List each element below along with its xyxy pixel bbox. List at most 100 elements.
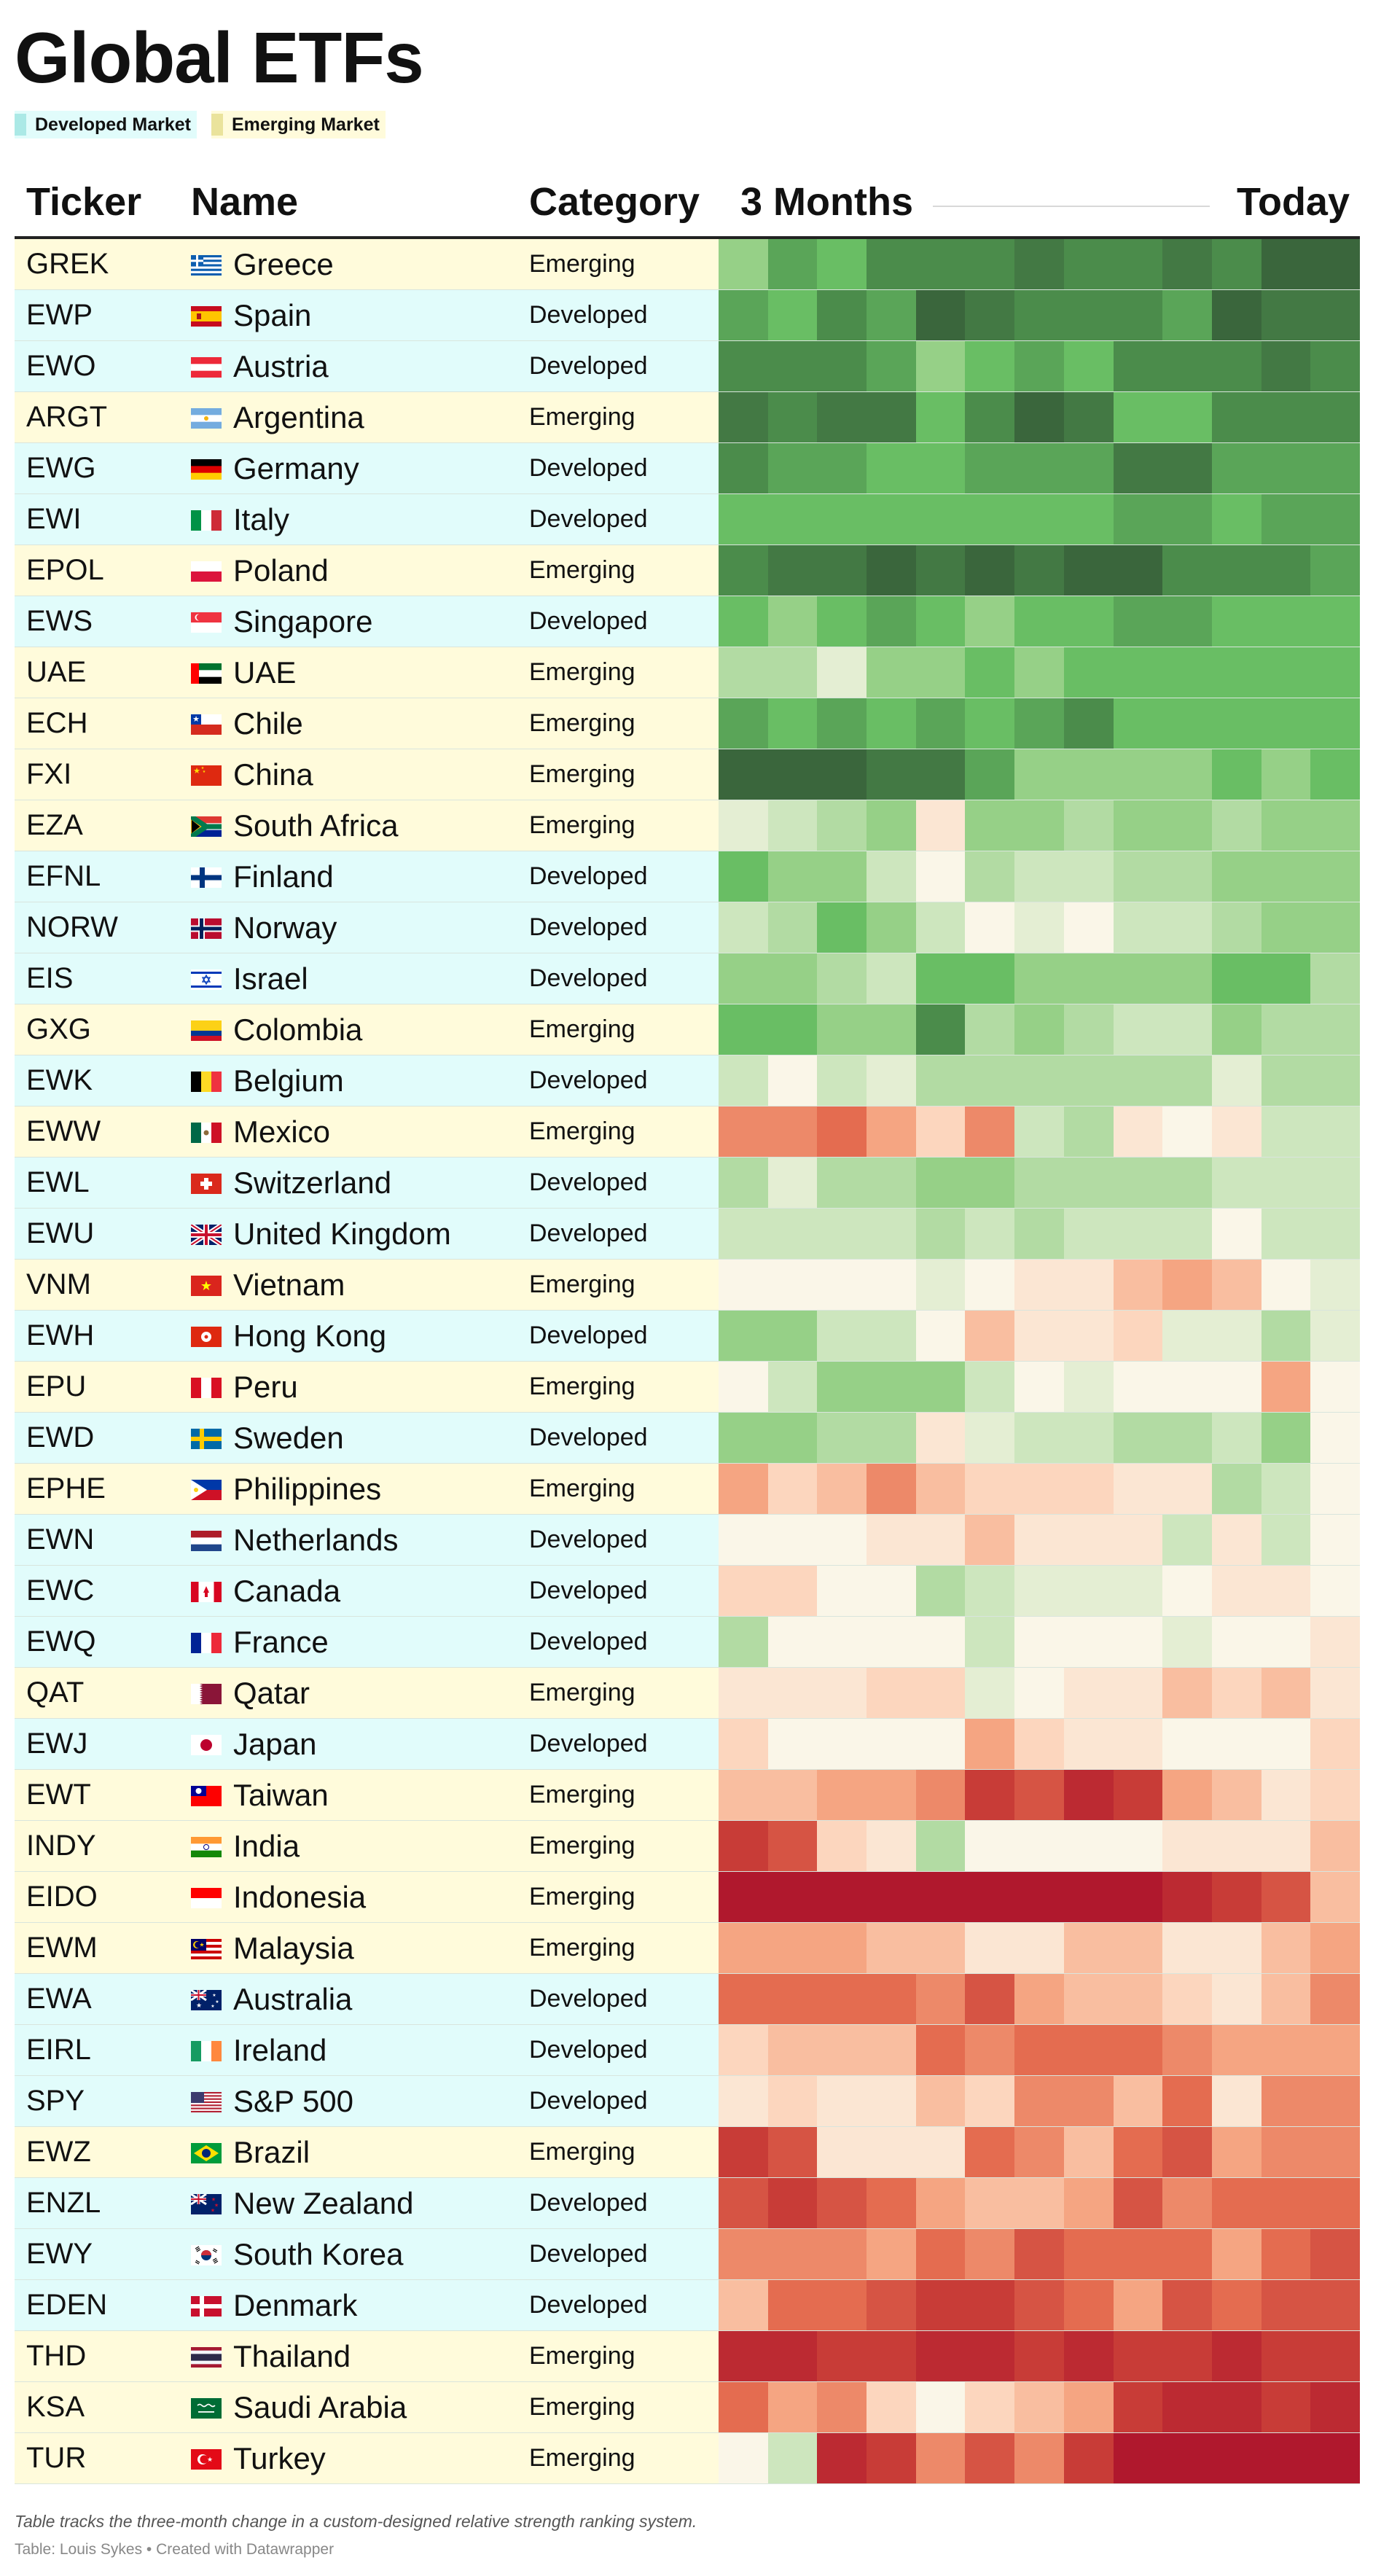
heatmap-cell [719,1311,768,1361]
heatmap-cell [1310,290,1360,340]
heatmap-cell [1063,2025,1114,2075]
name-cell: Australia [233,1982,353,2016]
heatmap-cell [1261,2127,1311,2177]
header-trend-end: Today [1236,180,1350,224]
heatmap-cell [965,1515,1015,1565]
table-row: EWA ★ ★ ★ ★ Australia Developed [15,1974,1360,2025]
heatmap-cell [767,1209,818,1259]
heatmap-strip [719,1515,1360,1565]
heatmap-cell [1113,1260,1163,1310]
ie-flag-icon [191,2041,222,2061]
heatmap-cell [1310,1515,1360,1565]
header-name[interactable]: Name [191,180,299,224]
heatmap-cell [915,1413,966,1463]
heatmap-cell [1113,1668,1163,1718]
heatmap-cell [867,2280,916,2330]
heatmap-cell [867,2433,916,2483]
heatmap-cell [1162,647,1212,698]
heatmap-cell [1014,2229,1064,2279]
name-cell: Vietnam [233,1268,345,1302]
heatmap-cell [1310,494,1360,545]
ticker-cell: EZA [26,809,83,841]
heatmap-cell [1014,1413,1064,1463]
name-cell: Mexico [233,1115,331,1149]
heatmap-cell [767,851,818,902]
heatmap-cell [965,2229,1015,2279]
category-cell: Developed [529,2240,648,2268]
heatmap-cell [817,1106,867,1157]
heatmap-cell [767,1617,818,1667]
heatmap-cell [1063,1362,1114,1412]
table-body: GREK Greece Emerging EWP Spain Developed EWO Au… [15,239,1360,2484]
name-cell: Italy [233,502,290,536]
heatmap-cell [867,239,916,289]
heatmap-cell [817,1055,867,1106]
header-category[interactable]: Category [529,180,700,224]
heatmap-cell [767,1872,818,1922]
heatmap-cell [1014,902,1064,953]
ticker-cell: EWP [26,299,93,331]
heatmap-cell [867,1158,916,1208]
heatmap-strip [719,1158,1360,1208]
ticker-cell: EPOL [26,554,104,586]
table-header: Ticker Name Category 3 Months Today [15,169,1360,239]
heatmap-cell [915,851,966,902]
heatmap-cell [767,2025,818,2075]
ticker-cell: EWO [26,350,96,382]
jp-flag-icon [191,1735,222,1755]
heatmap-cell [1113,2178,1163,2228]
heatmap-cell [719,596,768,647]
heatmap-cell [1113,2127,1163,2177]
heatmap-cell [867,1362,916,1412]
heatmap-cell [1261,2382,1311,2432]
heatmap-cell [1113,1566,1163,1616]
table-row: EWU United Kingdom Developed [15,1209,1360,1260]
heatmap-cell [1014,800,1064,851]
name-cell: India [233,1829,300,1863]
heatmap-cell [867,545,916,596]
heatmap-strip [719,596,1360,647]
table-row: EWY South Korea Developed [15,2229,1360,2280]
heatmap-cell [767,545,818,596]
heatmap-cell [767,1464,818,1514]
heatmap-cell [1063,1260,1114,1310]
table-row: EPHE Philippines Emerging [15,1464,1360,1515]
heatmap-cell [1261,1004,1311,1055]
svg-text:★: ★ [212,1993,216,1998]
heatmap-strip [719,494,1360,545]
heatmap-cell [1310,1158,1360,1208]
ticker-cell: EWK [26,1064,93,1096]
hk-flag-icon [191,1327,222,1347]
heatmap-cell [1211,2076,1261,2126]
heatmap-cell [965,2382,1015,2432]
heatmap-cell [867,1617,916,1667]
heatmap-cell [817,1260,867,1310]
heatmap-strip [719,1464,1360,1514]
header-ticker[interactable]: Ticker [26,180,142,224]
heatmap-cell [1310,1413,1360,1463]
category-cell: Developed [529,301,648,329]
name-cell: Chile [233,706,303,741]
heatmap-cell [867,1260,916,1310]
table-row: EWZ Brazil Emerging [15,2127,1360,2178]
table-row: EWW Mexico Emerging [15,1106,1360,1158]
category-cell: Emerging [529,2138,635,2166]
ticker-cell: EWM [26,1932,98,1964]
heatmap-cell [1162,545,1212,596]
heatmap-cell [1162,1464,1212,1514]
heatmap-cell [1310,2382,1360,2432]
heatmap-cell [767,1923,818,1973]
heatmap-cell [1310,2127,1360,2177]
heatmap-cell [1113,2076,1163,2126]
heatmap-cell [719,647,768,698]
heatmap-cell [1113,2025,1163,2075]
heatmap-cell [915,545,966,596]
heatmap-cell [915,1515,966,1565]
in-flag-icon [191,1837,222,1857]
heatmap-cell [1113,2280,1163,2330]
table-row: EZA South Africa Emerging [15,800,1360,851]
heatmap-cell [1063,2433,1114,2483]
heatmap-cell [1063,1668,1114,1718]
heatmap-cell [965,2178,1015,2228]
heatmap-cell [1113,2229,1163,2279]
